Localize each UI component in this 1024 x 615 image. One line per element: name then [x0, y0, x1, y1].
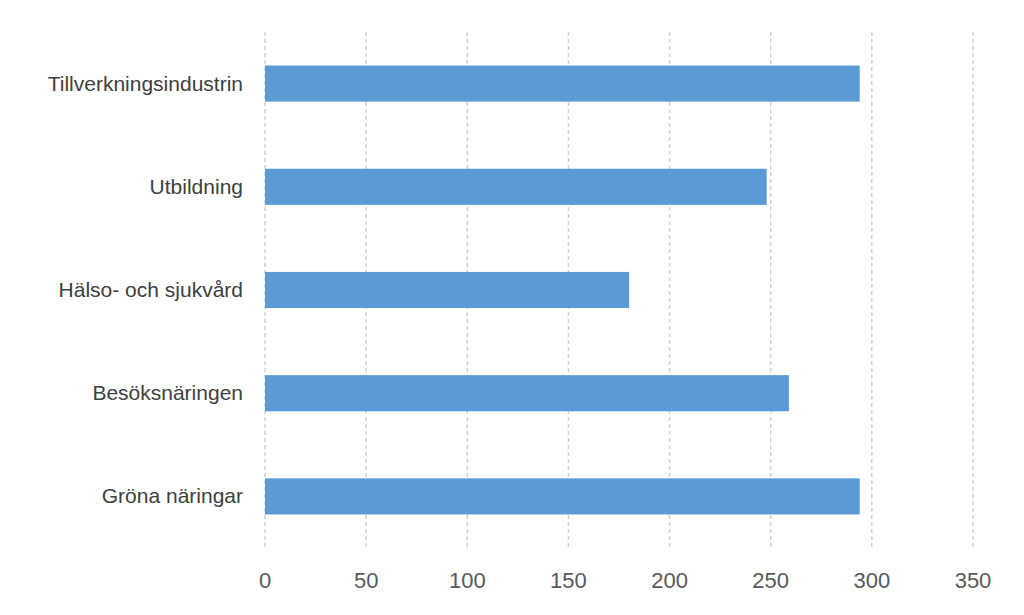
tick-label: 150	[550, 568, 587, 593]
grid-line	[972, 32, 974, 548]
category-label: Utbildning	[150, 175, 243, 198]
grid-line	[770, 32, 772, 548]
tick-label: 350	[955, 568, 992, 593]
bar	[265, 169, 767, 205]
tick-label: 300	[853, 568, 890, 593]
bar	[265, 66, 860, 102]
grid-line	[669, 32, 671, 548]
category-label: Hälso- och sjukvård	[59, 278, 243, 301]
tick-label: 250	[752, 568, 789, 593]
category-label: Gröna näringar	[102, 484, 243, 507]
tick-label: 100	[449, 568, 486, 593]
category-label: Besöksnäringen	[92, 381, 243, 404]
chart-container: 0 50 100 150 200 250 300 350 Tillverkningsindust…	[0, 0, 1024, 615]
category-label: Tillverkningsindustrin	[48, 72, 243, 95]
grid-line	[871, 32, 873, 548]
chart-svg: 0 50 100 150 200 250 300 350 Tillverkningsindust…	[0, 0, 1024, 615]
bars	[265, 66, 860, 515]
tick-label: 200	[651, 568, 688, 593]
bar	[265, 272, 629, 308]
tick-label: 50	[354, 568, 378, 593]
bar	[265, 478, 860, 514]
tick-label: 0	[259, 568, 271, 593]
bar	[265, 375, 789, 411]
grid	[265, 32, 973, 548]
